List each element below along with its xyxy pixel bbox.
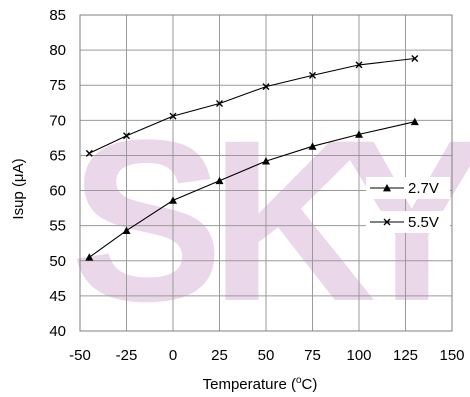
x-axis-tick-labels: -50 -25 0 25 50 75 100 125 150 [69, 347, 464, 364]
data-point [309, 71, 316, 79]
legend: 2.7V 5.5V [366, 177, 450, 233]
y-tick-label: 50 [49, 253, 66, 270]
legend-background [366, 177, 450, 199]
y-tick-label: 55 [49, 218, 66, 235]
y-tick-label: 75 [49, 77, 66, 94]
y-tick-label: 85 [49, 7, 66, 24]
data-point [169, 112, 177, 120]
x-tick-label: -50 [69, 347, 91, 364]
data-point [262, 157, 270, 165]
x-axis-title-tail: C) [302, 376, 318, 393]
data-point [262, 83, 270, 91]
x-tick-label: 150 [439, 347, 464, 364]
x-axis-title-main: Temperature ( [203, 376, 296, 393]
series-5.5V [85, 55, 419, 157]
data-point [410, 117, 419, 126]
data-point [85, 253, 94, 261]
y-axis-title: Isup (μA) [10, 158, 27, 219]
data-point [411, 55, 419, 63]
y-tick-label: 40 [49, 323, 66, 340]
y-tick-label: 65 [49, 147, 66, 164]
watermark-letter: S [70, 92, 223, 349]
y-tick-label: 45 [49, 288, 66, 305]
series-line [88, 121, 415, 258]
series-layer [85, 55, 419, 261]
x-tick-label: 25 [211, 347, 228, 364]
x-tick-label: 75 [304, 347, 321, 364]
x-tick-label: 0 [169, 347, 177, 364]
x-tick-label: 100 [346, 347, 371, 364]
x-tick-label: 50 [258, 347, 275, 364]
data-point [216, 99, 223, 107]
y-tick-label: 80 [49, 42, 66, 59]
y-tick-label: 60 [49, 183, 66, 200]
plot-frame [79, 14, 453, 332]
data-point [355, 130, 363, 138]
y-axis-tick-labels: 40 45 50 55 60 65 70 75 80 85 [49, 7, 66, 340]
data-point [123, 132, 130, 140]
data-point [122, 226, 131, 234]
data-point [308, 142, 317, 150]
legend-marker [383, 184, 391, 192]
watermark-letter: K [210, 92, 376, 349]
legend-background [366, 211, 450, 233]
x-tick-label: -25 [116, 347, 138, 364]
legend-marker [383, 218, 391, 226]
data-point [355, 61, 363, 69]
data-point [169, 196, 177, 204]
y-tick-label: 70 [49, 112, 66, 129]
legend-label: 5.5V [408, 214, 439, 231]
data-point [85, 149, 93, 157]
x-tick-label: 125 [393, 347, 418, 364]
x-axis-title: Temperature (oC) [203, 375, 318, 393]
data-point [215, 176, 224, 185]
legend-label: 2.7V [408, 180, 439, 197]
series-2.7V [85, 117, 419, 261]
series-line [89, 57, 415, 154]
x-axis-title-superscript: o [296, 375, 302, 386]
